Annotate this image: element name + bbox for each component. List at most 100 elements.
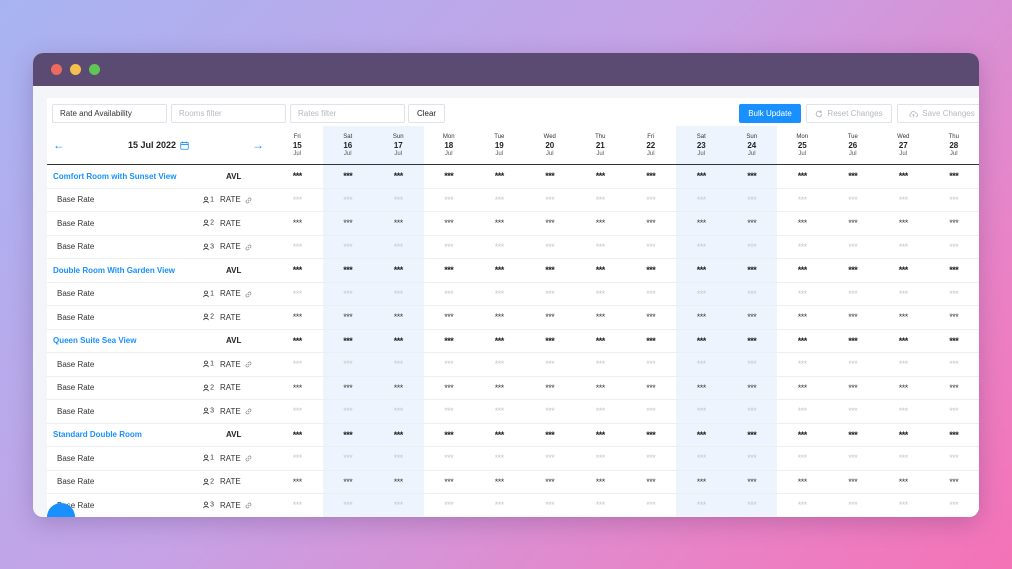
availability-cell[interactable]: ***	[474, 422, 525, 447]
rate-cell[interactable]: ***	[322, 493, 374, 517]
link-icon[interactable]	[245, 502, 252, 509]
rate-cell[interactable]: ***	[373, 188, 424, 212]
availability-cell[interactable]: ***	[474, 164, 525, 189]
rate-cell[interactable]: ***	[827, 399, 879, 424]
availability-cell[interactable]: ***	[524, 258, 576, 283]
rate-cell[interactable]: ***	[575, 235, 626, 259]
rate-cell[interactable]: ***	[575, 352, 626, 377]
rate-cell[interactable]: ***	[373, 376, 424, 400]
rate-cell[interactable]: ***	[524, 282, 576, 306]
rate-cell[interactable]: ***	[777, 376, 828, 400]
rate-cell[interactable]: ***	[676, 305, 727, 330]
availability-cell[interactable]: ***	[928, 258, 979, 283]
rate-cell[interactable]: ***	[827, 282, 879, 306]
rate-cell[interactable]: ***	[726, 376, 778, 400]
availability-cell[interactable]: ***	[928, 422, 979, 447]
rate-cell[interactable]: ***	[524, 235, 576, 259]
rate-cell[interactable]: ***	[322, 352, 374, 377]
rate-cell[interactable]: ***	[676, 493, 727, 517]
availability-cell[interactable]: ***	[322, 328, 374, 353]
rate-cell[interactable]: ***	[625, 282, 677, 306]
availability-cell[interactable]: ***	[423, 328, 475, 353]
availability-cell[interactable]: ***	[423, 164, 475, 189]
save-changes-button[interactable]: Save Changes	[897, 104, 979, 123]
availability-cell[interactable]: ***	[676, 328, 727, 353]
rate-cell[interactable]: ***	[524, 211, 576, 236]
rate-cell[interactable]: ***	[322, 305, 374, 330]
availability-cell[interactable]: ***	[575, 422, 626, 447]
availability-cell[interactable]: ***	[524, 328, 576, 353]
rate-cell[interactable]: ***	[575, 282, 626, 306]
availability-cell[interactable]: ***	[878, 258, 929, 283]
rate-cell[interactable]: ***	[373, 446, 424, 471]
rate-cell[interactable]: ***	[423, 305, 475, 330]
rate-cell[interactable]: ***	[777, 352, 828, 377]
availability-cell[interactable]: ***	[272, 422, 323, 447]
rate-cell[interactable]: ***	[726, 446, 778, 471]
availability-cell[interactable]: ***	[726, 258, 778, 283]
availability-cell[interactable]: ***	[625, 164, 677, 189]
availability-cell[interactable]: ***	[777, 164, 828, 189]
availability-cell[interactable]: ***	[726, 164, 778, 189]
rate-cell[interactable]: ***	[575, 493, 626, 517]
rate-cell[interactable]: ***	[474, 235, 525, 259]
availability-cell[interactable]: ***	[524, 164, 576, 189]
rate-cell[interactable]: ***	[625, 376, 677, 400]
rate-cell[interactable]: ***	[878, 282, 929, 306]
rate-cell[interactable]: ***	[524, 305, 576, 330]
availability-cell[interactable]: ***	[676, 422, 727, 447]
rate-cell[interactable]: ***	[575, 470, 626, 494]
rate-cell[interactable]: ***	[272, 470, 323, 494]
rate-cell[interactable]: ***	[474, 352, 525, 377]
rate-cell[interactable]: ***	[524, 399, 576, 424]
rate-cell[interactable]: ***	[272, 282, 323, 306]
rate-cell[interactable]: ***	[676, 470, 727, 494]
rate-cell[interactable]: ***	[474, 376, 525, 400]
rate-cell[interactable]: ***	[676, 235, 727, 259]
rate-cell[interactable]: ***	[878, 470, 929, 494]
rate-cell[interactable]: ***	[726, 211, 778, 236]
rate-cell[interactable]: ***	[322, 376, 374, 400]
rate-cell[interactable]: ***	[272, 493, 323, 517]
rate-cell[interactable]: ***	[726, 470, 778, 494]
rate-cell[interactable]: ***	[373, 235, 424, 259]
availability-cell[interactable]: ***	[575, 258, 626, 283]
availability-cell[interactable]: ***	[373, 164, 424, 189]
rate-cell[interactable]: ***	[524, 352, 576, 377]
rate-cell[interactable]: ***	[423, 282, 475, 306]
rate-cell[interactable]: ***	[928, 493, 979, 517]
rate-cell[interactable]: ***	[777, 282, 828, 306]
rate-cell[interactable]: ***	[676, 352, 727, 377]
rate-cell[interactable]: ***	[373, 470, 424, 494]
rate-cell[interactable]: ***	[928, 446, 979, 471]
rate-cell[interactable]: ***	[524, 493, 576, 517]
rate-cell[interactable]: ***	[423, 470, 475, 494]
bulk-update-button[interactable]: Bulk Update	[739, 104, 801, 123]
rate-cell[interactable]: ***	[423, 188, 475, 212]
rate-cell[interactable]: ***	[423, 493, 475, 517]
rate-cell[interactable]: ***	[272, 211, 323, 236]
rate-cell[interactable]: ***	[423, 399, 475, 424]
link-icon[interactable]	[245, 408, 252, 415]
rate-cell[interactable]: ***	[272, 376, 323, 400]
rate-cell[interactable]: ***	[625, 493, 677, 517]
rate-cell[interactable]: ***	[625, 305, 677, 330]
rate-cell[interactable]: ***	[928, 188, 979, 212]
rate-cell[interactable]: ***	[777, 211, 828, 236]
rate-cell[interactable]: ***	[373, 305, 424, 330]
availability-cell[interactable]: ***	[474, 328, 525, 353]
minimize-window-button[interactable]	[70, 64, 81, 75]
rate-cell[interactable]: ***	[373, 493, 424, 517]
rate-cell[interactable]: ***	[827, 446, 879, 471]
rate-cell[interactable]: ***	[474, 493, 525, 517]
rate-cell[interactable]: ***	[676, 188, 727, 212]
link-icon[interactable]	[245, 361, 252, 368]
rate-cell[interactable]: ***	[373, 211, 424, 236]
availability-cell[interactable]: ***	[625, 422, 677, 447]
rate-cell[interactable]: ***	[625, 470, 677, 494]
rate-cell[interactable]: ***	[474, 305, 525, 330]
availability-cell[interactable]: ***	[827, 164, 879, 189]
rate-cell[interactable]: ***	[474, 188, 525, 212]
availability-cell[interactable]: ***	[625, 328, 677, 353]
rate-cell[interactable]: ***	[524, 188, 576, 212]
